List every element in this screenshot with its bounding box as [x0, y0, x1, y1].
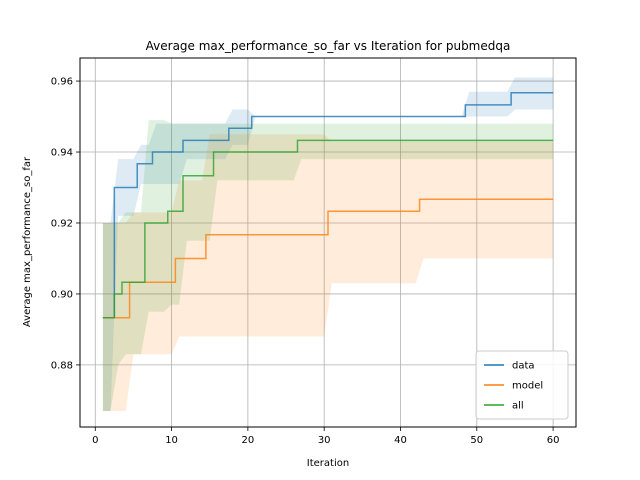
y-tick-label: 0.90	[51, 289, 73, 300]
x-tick-label: 60	[547, 435, 560, 446]
y-axis-label: Average max_performance_so_far	[22, 156, 33, 327]
y-tick-label: 0.94	[51, 148, 73, 159]
x-axis: 0 10 20 30 40 50 60	[92, 427, 559, 446]
series-line-data	[102, 92, 554, 319]
x-tick-label: 50	[470, 435, 483, 446]
legend-box	[475, 350, 569, 420]
y-axis: 0.88 0.90 0.92 0.94 0.96	[51, 77, 80, 371]
band-all	[102, 120, 554, 412]
x-tick-label: 20	[242, 435, 255, 446]
chart-title: Average max_performance_so_far vs Iterat…	[146, 39, 511, 53]
band-model	[102, 134, 554, 412]
x-tick-label: 40	[394, 435, 407, 446]
y-tick-label: 0.88	[51, 360, 73, 371]
legend-label-model: model	[512, 381, 543, 392]
plot-frame	[79, 57, 577, 428]
x-tick-label: 30	[318, 435, 331, 446]
x-axis-label: Iteration	[307, 458, 349, 469]
legend-label-data: data	[512, 361, 535, 372]
series-lines	[102, 92, 554, 319]
legend: data model all	[475, 350, 569, 420]
band-data	[102, 77, 554, 412]
y-tick-label: 0.92	[51, 218, 73, 229]
legend-label-all: all	[512, 401, 524, 412]
y-tick-label: 0.96	[51, 77, 73, 88]
x-tick-label: 0	[92, 435, 98, 446]
x-tick-label: 10	[165, 435, 178, 446]
series-line-all	[102, 139, 554, 319]
confidence-bands	[102, 77, 554, 412]
series-line-model	[102, 198, 554, 319]
